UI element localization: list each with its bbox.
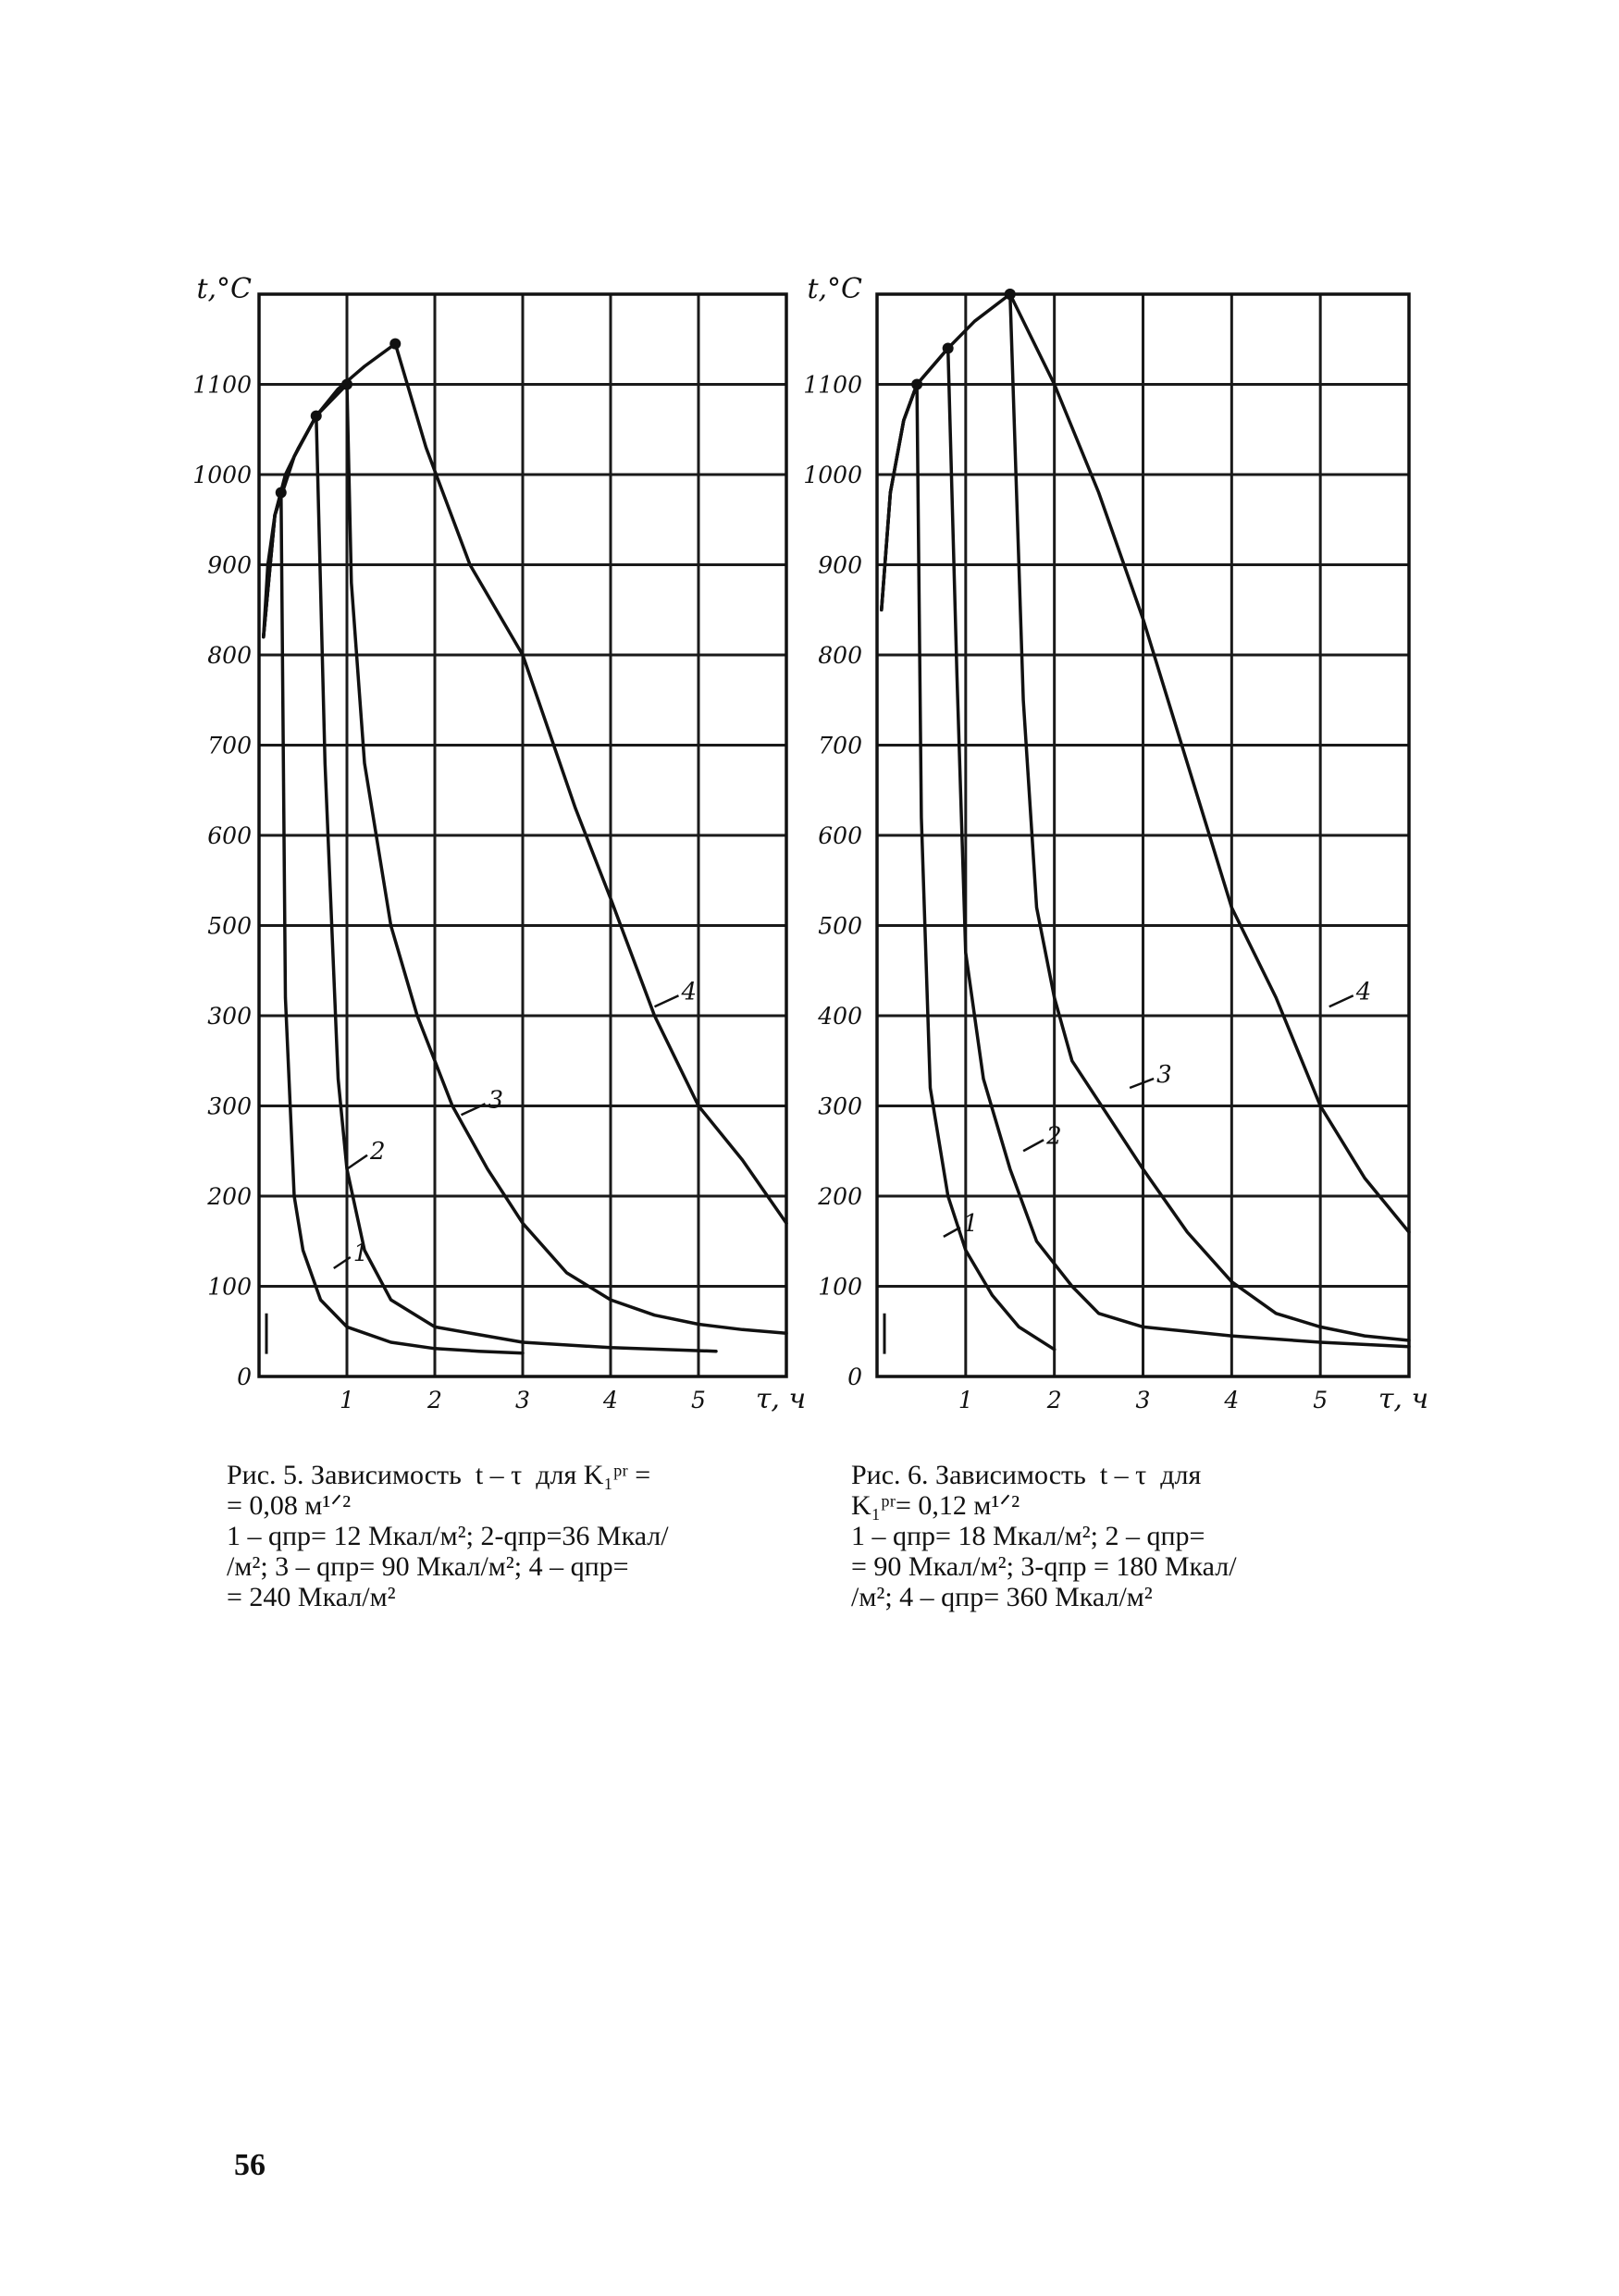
curve-label: 3 [1156,1061,1172,1089]
x-tick-label: 3 [515,1387,530,1413]
y-axis-label: t,°C [196,273,252,305]
caption-line: = 240 Мкал/м² [227,1582,396,1612]
curve-label-leader [943,1226,961,1238]
plot-frame [257,292,788,1378]
series-4-line [262,341,788,1226]
series-3-peak-point [341,378,352,390]
y-tick-label: 500 [818,913,862,940]
y-tick-label: 600 [207,822,252,849]
curve-label: 4 [1355,978,1372,1006]
curve-label-leader [333,1255,352,1270]
x-tick-label: 2 [1046,1387,1062,1413]
caption-line: = 90 Мкал/м²; 3-qпр = 180 Мкал/ [851,1551,1237,1582]
figure-6-caption: Рис. 6. Зависимость t – τ для K₁ᵖʳ= 0,12… [851,1460,1406,1612]
curve-label: 2 [1045,1122,1062,1150]
x-tick-label: 5 [691,1387,706,1413]
curve-label-leader [460,1103,487,1117]
y-tick-label: 300 [207,1003,252,1030]
y-tick-label: 800 [207,642,252,669]
y-tick-label: 700 [207,733,252,759]
y-tick-label: 0 [237,1364,252,1390]
gridlines [877,294,1409,1376]
x-axis-label: τ, ч [1378,1383,1428,1415]
y-tick-label: 100 [207,1274,252,1301]
y-tick-label: 800 [818,642,862,669]
caption-line: 1 – qпр= 12 Мкал/м²; 2-qпр=36 Мкал/ [227,1521,669,1551]
curve-label-leader [1329,994,1354,1008]
y-axis-label: t,°C [807,273,862,305]
caption-line: = 0,08 м¹ᐟ² [227,1490,352,1521]
x-tick-label: 2 [426,1387,442,1413]
caption-line: Рис. 6. Зависимость t – τ для [851,1460,1202,1490]
x-tick-label: 4 [602,1387,618,1413]
figure-5-caption: Рис. 5. Зависимость t – τ для K₁ᵖʳ = = 0… [227,1460,791,1612]
curve-label: 1 [963,1210,979,1238]
x-tick-label: 4 [1223,1387,1239,1413]
series-4-peak-point [1004,289,1016,300]
series-1-line [880,382,1057,1352]
y-tick-label: 700 [818,733,862,759]
curve-label: 2 [369,1138,386,1166]
y-tick-label: 0 [847,1364,862,1390]
y-tick-label: 200 [206,1183,252,1210]
caption-line: /м²; 4 – qпр= 360 Мкал/м² [851,1582,1153,1612]
y-tick-label: 400 [817,1003,862,1030]
series-4-peak-point [389,338,402,350]
curve-label: 4 [681,978,698,1006]
x-tick-label: 3 [1136,1387,1151,1413]
x-axis-label: τ, ч [756,1383,806,1415]
y-tick-label: 1100 [192,372,252,399]
y-tick-label: 300 [818,1093,862,1120]
y-tick-label: 500 [207,913,252,940]
x-tick-label: 1 [340,1387,354,1413]
x-tick-label: 1 [958,1387,973,1413]
y-tick-label: 600 [818,822,862,849]
curve-label-leader [1022,1139,1044,1153]
y-tick-label: 1000 [803,462,862,488]
y-tick-label: 300 [207,1093,252,1120]
y-tick-label: 200 [817,1183,862,1210]
y-tick-label: 900 [818,552,862,579]
series-3-line [880,292,1411,1342]
x-tick-label: 5 [1313,1387,1328,1413]
plot-frame [875,292,1411,1378]
y-tick-label: 100 [818,1274,862,1301]
caption-line: /м²; 3 – qпр= 90 Мкал/м²; 4 – qпр= [227,1551,629,1582]
curve-label-leader [346,1154,368,1170]
series-4-line [1008,292,1411,1234]
curve-label-leader [653,994,680,1008]
caption-line: 1 – qпр= 18 Мкал/м²; 2 – qпр= [851,1521,1205,1551]
curve-label-leader [1129,1077,1155,1090]
page-number: 56 [234,2148,266,2182]
series-2-line [262,414,718,1353]
caption-line: Рис. 5. Зависимость t – τ для K₁ᵖʳ = [227,1460,651,1490]
y-tick-label: 1100 [803,372,862,399]
curve-label: 3 [488,1086,504,1114]
y-tick-label: 1000 [192,462,252,488]
y-tick-label: 900 [207,552,252,579]
caption-line: K₁ᵖʳ= 0,12 м¹ᐟ² [851,1490,1020,1521]
